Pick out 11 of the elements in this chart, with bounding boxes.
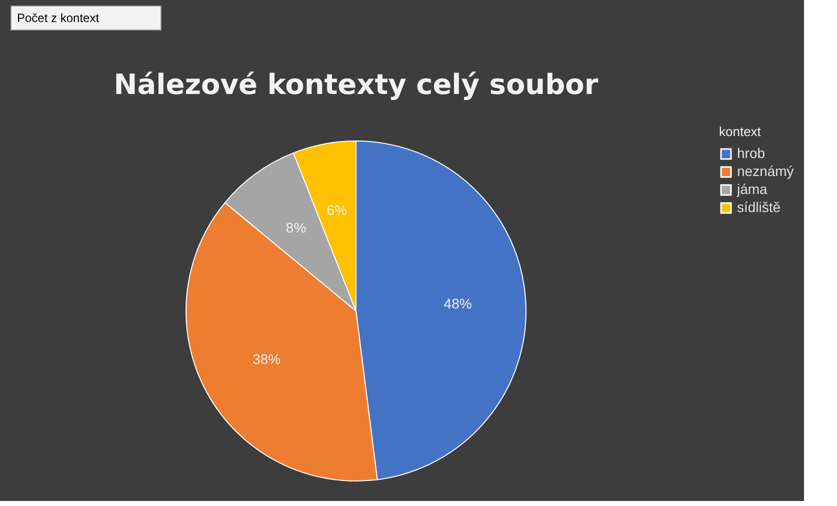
legend-label: neznámý [737, 163, 794, 179]
data-label: 6% [326, 202, 348, 218]
legend-label: hrob [737, 145, 766, 161]
data-label: 8% [286, 219, 306, 236]
data-label: 48% [444, 296, 472, 312]
text: Počet z kontext [17, 11, 100, 25]
chart-title: Nálezové kontexty celý soubor [114, 68, 598, 101]
legend-title: kontext [719, 124, 762, 139]
data-label: 38% [252, 351, 281, 368]
legend-label: sídliště [737, 199, 781, 215]
legend-label: jáma [736, 181, 768, 197]
